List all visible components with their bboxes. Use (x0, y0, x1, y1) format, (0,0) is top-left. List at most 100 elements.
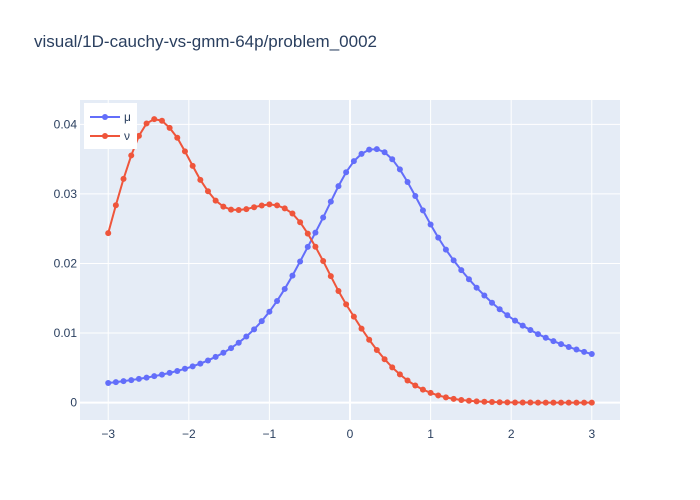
chart-title: visual/1D-cauchy-vs-gmm-64p/problem_0002 (34, 32, 377, 51)
data-point (243, 333, 250, 340)
data-point (389, 156, 396, 163)
x-tick-label: 1 (427, 427, 434, 441)
data-point (204, 357, 211, 364)
data-point (588, 399, 595, 406)
data-point (120, 378, 127, 385)
data-point (512, 317, 519, 324)
data-point (158, 371, 165, 378)
data-point (373, 146, 380, 153)
data-point (588, 351, 595, 358)
data-point (258, 318, 265, 325)
data-point (458, 396, 465, 403)
legend-label-nu: ν (124, 129, 130, 143)
data-point (266, 308, 273, 315)
data-point (550, 399, 557, 406)
data-point (581, 399, 588, 406)
data-point (151, 116, 158, 123)
data-point (228, 206, 235, 213)
x-tick-label: 0 (347, 427, 354, 441)
data-point (197, 176, 204, 183)
data-point (565, 399, 572, 406)
data-point (204, 188, 211, 195)
data-point (542, 334, 549, 341)
data-point (412, 193, 419, 199)
data-point (465, 397, 472, 404)
data-point (212, 353, 219, 360)
data-point (519, 399, 526, 406)
data-point (381, 149, 388, 156)
data-point (350, 158, 357, 165)
series-line (107, 118, 592, 404)
data-point (135, 375, 142, 382)
data-point (105, 230, 112, 237)
series-line (108, 148, 593, 384)
data-point (427, 389, 434, 396)
y-tick-label: 0.02 (54, 256, 78, 270)
data-point (358, 150, 365, 157)
data-point (274, 297, 281, 304)
y-tick-label: 0 (70, 396, 77, 410)
legend-marker-mu (102, 114, 108, 120)
data-point (320, 258, 327, 265)
data-point (465, 276, 472, 283)
data-point (442, 394, 449, 401)
data-point (128, 152, 135, 159)
data-point (550, 338, 557, 345)
data-point (535, 331, 542, 338)
legend: μ ν (84, 103, 137, 149)
data-point (189, 363, 196, 370)
x-tick-label: 3 (588, 427, 595, 441)
data-point (366, 146, 373, 153)
data-point (358, 325, 365, 332)
data-point (243, 206, 250, 213)
data-point (258, 202, 265, 209)
data-point (166, 369, 173, 376)
data-point (389, 364, 396, 371)
data-point (527, 327, 534, 334)
data-point (197, 360, 204, 367)
data-point (220, 203, 227, 210)
data-point (581, 348, 588, 355)
data-point (489, 299, 496, 306)
x-tick-label: −3 (101, 427, 115, 441)
data-point (335, 288, 342, 295)
data-point (120, 175, 127, 182)
data-point (404, 179, 411, 186)
data-point (304, 243, 311, 250)
x-tick-label: 2 (508, 427, 515, 441)
data-point (435, 234, 442, 241)
data-point (473, 398, 480, 405)
data-point (327, 273, 334, 280)
data-point (105, 379, 112, 386)
data-point (404, 377, 411, 384)
data-point (251, 204, 258, 211)
data-point (297, 258, 304, 265)
data-point (274, 202, 281, 209)
data-point (312, 243, 319, 250)
data-point (458, 267, 465, 274)
legend-label-mu: μ (124, 110, 131, 124)
data-point (535, 399, 542, 406)
data-point (281, 285, 288, 292)
data-point (427, 221, 434, 228)
data-point (450, 257, 457, 264)
data-point (112, 379, 119, 386)
data-point (304, 230, 311, 237)
data-point (435, 392, 442, 399)
series-0 (105, 146, 595, 386)
data-point (343, 301, 350, 308)
data-point (289, 272, 296, 279)
data-point (235, 207, 242, 214)
data-point (527, 399, 534, 406)
data-point (112, 202, 119, 209)
tick-layer: −3 −2 −1 0 1 2 3 0 0.01 0.02 0.03 0.04 (54, 117, 596, 441)
series-1 (105, 116, 595, 406)
data-point (512, 399, 519, 406)
legend-box (84, 103, 137, 149)
data-point (412, 382, 419, 389)
data-point (542, 399, 549, 406)
data-point (166, 124, 173, 131)
data-point (450, 395, 457, 402)
